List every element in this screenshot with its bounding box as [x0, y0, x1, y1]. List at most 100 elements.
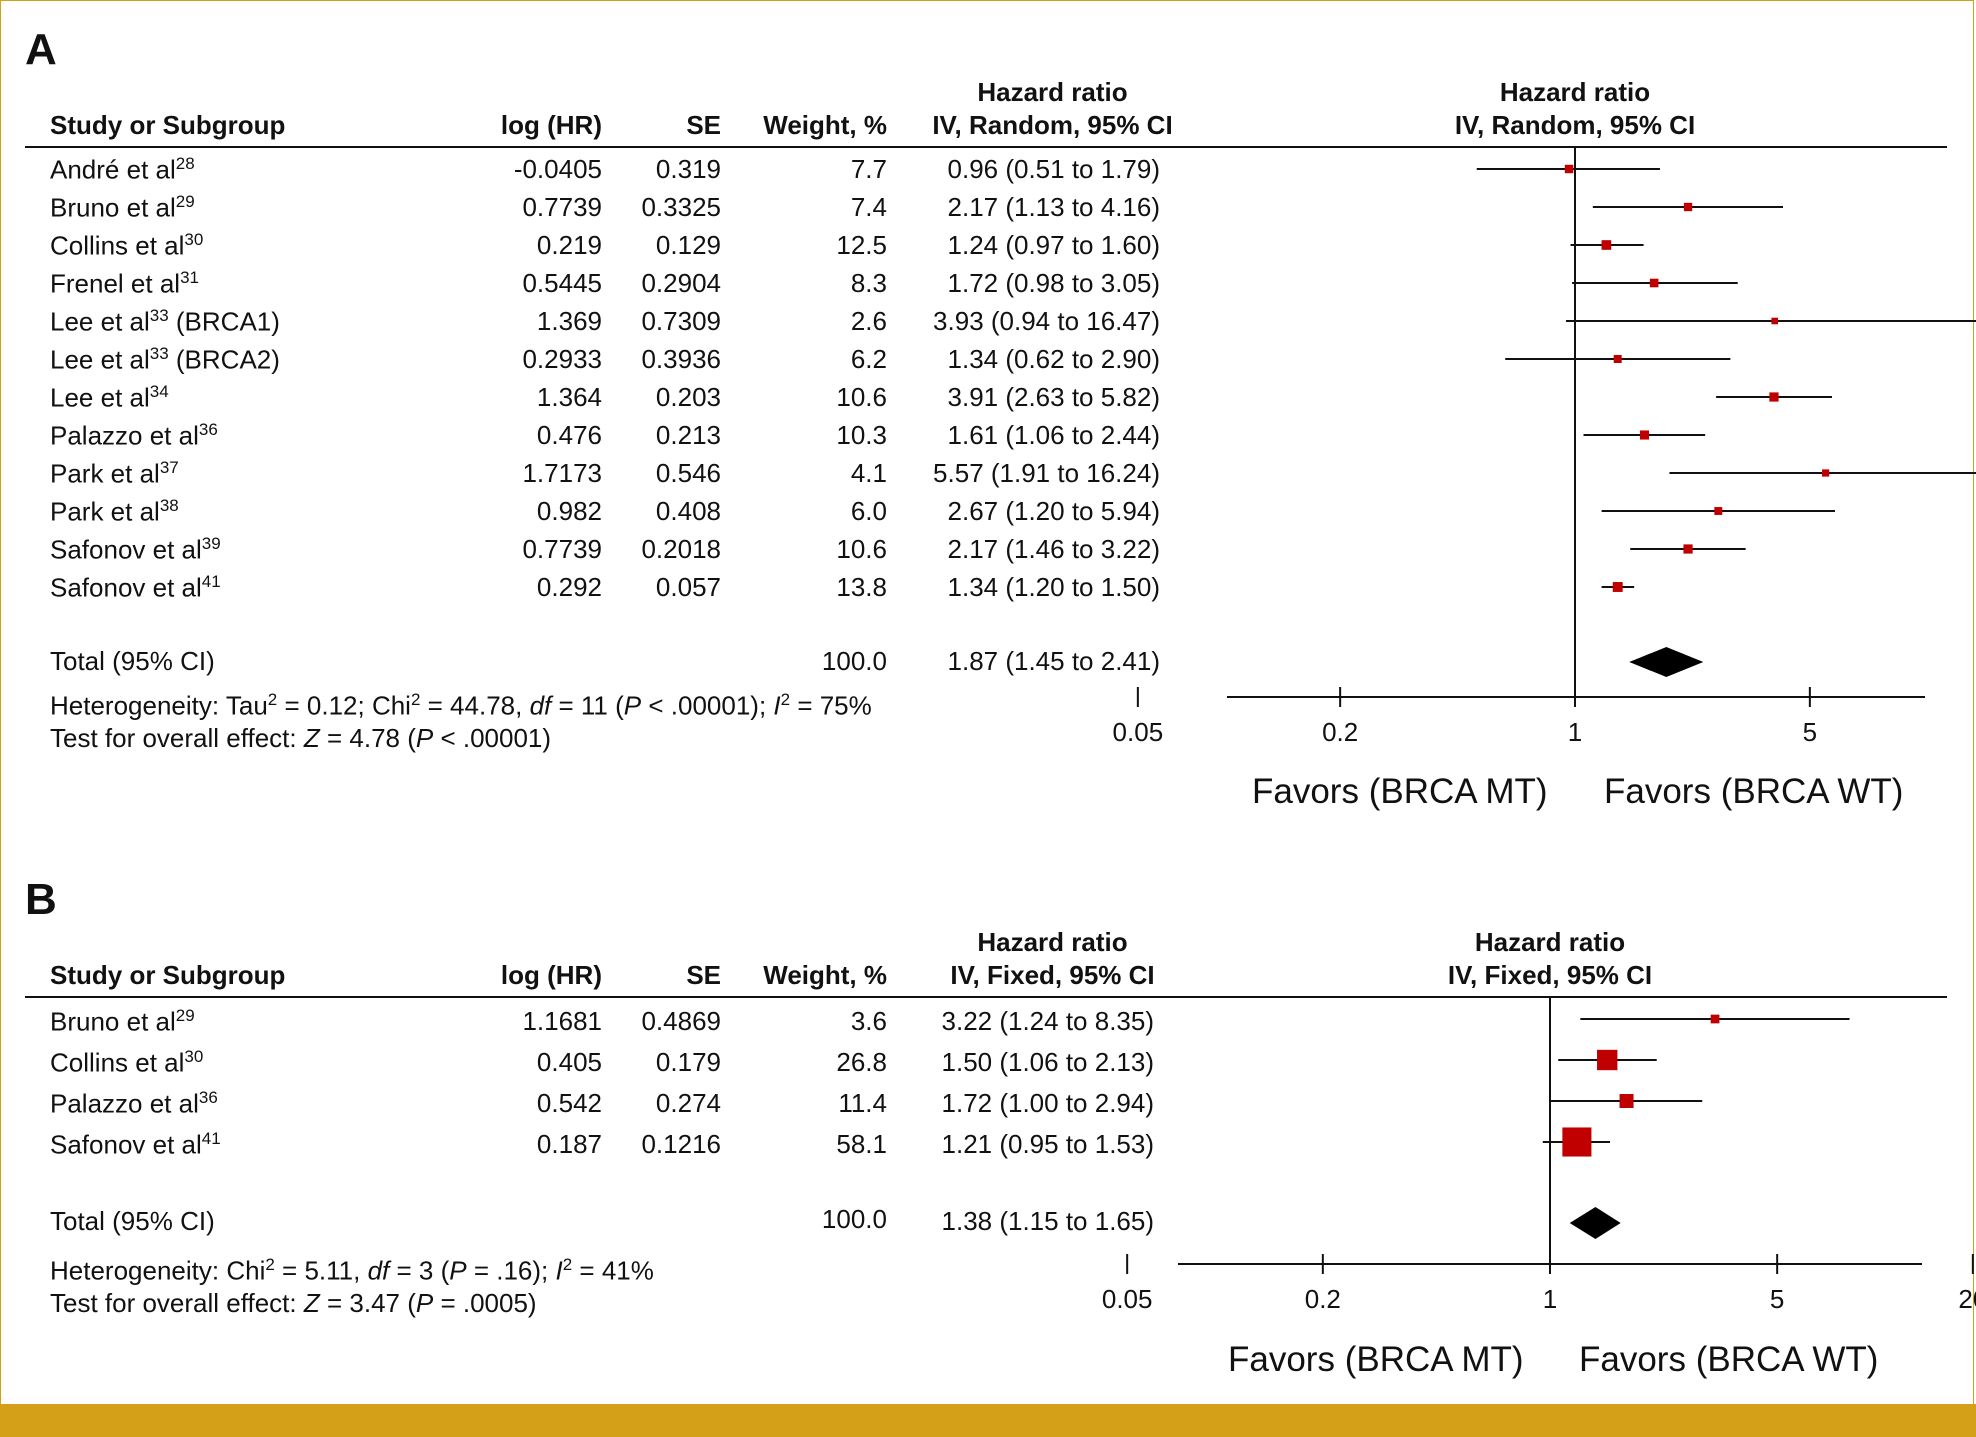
- header-se: SE: [686, 110, 721, 140]
- forest-plot-b: 0.05 0.2 1 5 20: [1102, 997, 1976, 1314]
- total-ci-b: 1.38 (1.15 to 1.65): [941, 1206, 1154, 1236]
- header-plot-title: Hazard ratio: [1499, 77, 1651, 107]
- forest-plot-a: 0.050.21520: [1113, 147, 1976, 747]
- header-hr-title: Hazard ratio: [977, 927, 1128, 957]
- study-loghr: 0.982: [536, 496, 602, 526]
- total-label-b: Total (95% CI): [50, 1206, 215, 1236]
- favors-left-a: Favors (BRCA MT): [1252, 772, 1548, 811]
- study-name: Safonov et al41: [50, 1129, 221, 1160]
- study-se: 0.213: [655, 420, 721, 450]
- study-hr-ci: 0.96 (0.51 to 1.79): [947, 154, 1160, 184]
- favors-right-b: Favors (BRCA WT): [1579, 1340, 1879, 1379]
- header-plot-title: Hazard ratio: [1474, 927, 1626, 957]
- header-study: Study or Subgroup: [50, 960, 286, 990]
- bottom-band: [0, 1404, 1976, 1437]
- overall-effect-a: Test for overall effect: Z = 4.78 (P < .…: [50, 723, 552, 753]
- panel-letter-b: B: [25, 875, 57, 924]
- study-name: André et al28: [50, 154, 195, 185]
- x-tick-label: 20: [1958, 1284, 1976, 1314]
- panel-b: B Study or Subgroup log (HR) SE Weight, …: [0, 850, 1976, 1404]
- study-marker: [1683, 544, 1693, 554]
- x-tick-label: 1: [1543, 1284, 1557, 1314]
- study-loghr: 0.5445: [522, 268, 602, 298]
- total-ci-a: 1.87 (1.45 to 2.41): [947, 646, 1160, 676]
- x-tick-label: 1: [1568, 717, 1582, 747]
- study-hr-ci: 1.34 (0.62 to 2.90): [947, 344, 1160, 374]
- study-se: 0.179: [655, 1047, 721, 1077]
- study-weight: 10.6: [836, 534, 887, 564]
- x-tick-label: 0.2: [1305, 1284, 1341, 1314]
- study-name: Frenel et al31: [50, 268, 199, 299]
- header-weight: Weight, %: [763, 960, 887, 990]
- study-name: Safonov et al41: [50, 572, 221, 603]
- study-hr-ci: 1.50 (1.06 to 2.13): [941, 1047, 1154, 1077]
- study-weight: 7.4: [850, 192, 887, 222]
- study-se: 0.319: [655, 154, 721, 184]
- study-weight: 11.4: [838, 1088, 887, 1118]
- heterogeneity-b: Heterogeneity: Chi2 = 5.11, df = 3 (P = …: [50, 1255, 654, 1286]
- header-loghr: log (HR): [500, 110, 602, 140]
- study-marker: [1771, 317, 1779, 325]
- study-marker: [1639, 430, 1650, 440]
- study-se: 0.1216: [641, 1129, 721, 1159]
- study-hr-ci: 5.57 (1.91 to 16.24): [933, 458, 1160, 488]
- study-hr-ci: 1.61 (1.06 to 2.44): [947, 420, 1160, 450]
- pooled-diamond: [1629, 647, 1704, 677]
- study-marker: [1601, 240, 1612, 250]
- study-hr-ci: 1.72 (1.00 to 2.94): [941, 1088, 1154, 1118]
- study-loghr: 1.369: [536, 306, 602, 336]
- header-hr-method: IV, Random, 95% CI: [932, 110, 1173, 140]
- study-se: 0.274: [655, 1088, 721, 1118]
- study-weight: 3.6: [850, 1006, 887, 1036]
- study-name: Safonov et al39: [50, 534, 221, 565]
- study-weight: 6.0: [850, 496, 887, 526]
- study-weight: 12.5: [836, 230, 887, 260]
- study-weight: 26.8: [836, 1047, 887, 1077]
- study-se: 0.3325: [641, 192, 721, 222]
- study-marker: [1597, 1049, 1618, 1071]
- study-name: Bruno et al29: [50, 192, 195, 223]
- study-marker: [1683, 202, 1693, 212]
- study-hr-ci: 1.34 (1.20 to 1.50): [947, 572, 1160, 602]
- study-hr-ci: 2.17 (1.46 to 3.22): [947, 534, 1160, 564]
- total-weight-b: 100.0: [821, 1204, 887, 1234]
- study-loghr: -0.0405: [513, 154, 602, 184]
- study-se: 0.129: [655, 230, 721, 260]
- study-hr-ci: 2.67 (1.20 to 5.94): [947, 496, 1160, 526]
- study-marker: [1821, 469, 1830, 477]
- study-hr-ci: 2.17 (1.13 to 4.16): [947, 192, 1160, 222]
- study-marker: [1612, 582, 1623, 592]
- study-name: Lee et al33 (BRCA1): [50, 306, 280, 337]
- header-plot-method: IV, Fixed, 95% CI: [1447, 960, 1653, 990]
- study-hr-ci: 1.24 (0.97 to 1.60): [947, 230, 1160, 260]
- study-loghr: 0.405: [536, 1047, 602, 1077]
- total-label-a: Total (95% CI): [50, 646, 215, 676]
- heterogeneity-a: Heterogeneity: Tau2 = 0.12; Chi2 = 44.78…: [50, 690, 872, 721]
- study-loghr: 0.292: [536, 572, 602, 602]
- header-hr-title: Hazard ratio: [977, 77, 1128, 107]
- study-loghr: 1.364: [536, 382, 602, 412]
- header-study: Study or Subgroup: [50, 110, 286, 140]
- study-loghr: 0.476: [536, 420, 602, 450]
- study-se: 0.3936: [641, 344, 721, 374]
- study-name: Lee et al34: [50, 382, 169, 413]
- header-weight: Weight, %: [763, 110, 887, 140]
- study-name: Lee et al33 (BRCA2): [50, 344, 280, 375]
- study-name: Bruno et al29: [50, 1006, 195, 1037]
- study-se: 0.7309: [641, 306, 721, 336]
- study-weight: 4.1: [850, 458, 887, 488]
- x-tick-label: 5: [1770, 1284, 1784, 1314]
- overall-effect-b: Test for overall effect: Z = 3.47 (P = .…: [50, 1288, 537, 1318]
- study-loghr: 0.7739: [522, 534, 602, 564]
- study-name: Collins et al30: [50, 1047, 204, 1078]
- study-marker: [1564, 164, 1574, 174]
- study-loghr: 0.219: [536, 230, 602, 260]
- study-weight: 2.6: [850, 306, 887, 336]
- header-se: SE: [686, 960, 721, 990]
- study-se: 0.2904: [641, 268, 721, 298]
- study-se: 0.057: [655, 572, 721, 602]
- study-loghr: 0.7739: [522, 192, 602, 222]
- study-hr-ci: 3.93 (0.94 to 16.47): [933, 306, 1160, 336]
- study-hr-ci: 3.22 (1.24 to 8.35): [941, 1006, 1154, 1036]
- study-weight: 10.6: [836, 382, 887, 412]
